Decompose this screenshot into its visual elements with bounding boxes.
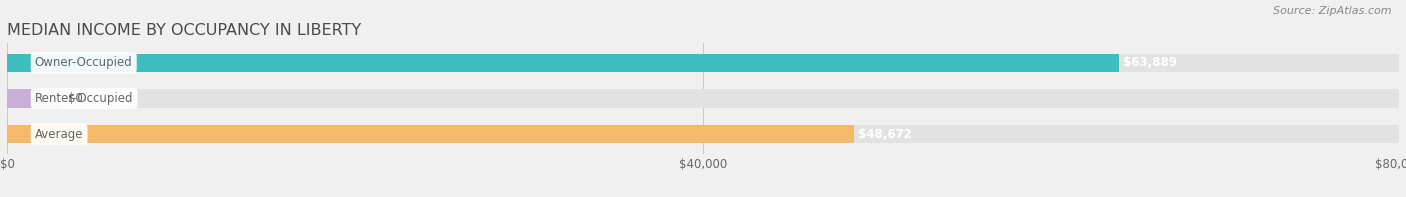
Bar [7, 89, 59, 108]
Text: MEDIAN INCOME BY OCCUPANCY IN LIBERTY: MEDIAN INCOME BY OCCUPANCY IN LIBERTY [7, 23, 361, 38]
Text: Owner-Occupied: Owner-Occupied [35, 56, 132, 69]
Bar [7, 54, 1399, 72]
Text: $48,672: $48,672 [853, 128, 911, 141]
Text: Renter-Occupied: Renter-Occupied [35, 92, 134, 105]
Bar [7, 125, 853, 143]
Text: Source: ZipAtlas.com: Source: ZipAtlas.com [1274, 6, 1392, 16]
Text: $0: $0 [67, 92, 83, 105]
Text: Average: Average [35, 128, 83, 141]
Bar [7, 54, 1119, 72]
Bar [7, 125, 1399, 143]
Bar [7, 89, 1399, 108]
Text: $63,889: $63,889 [1119, 56, 1177, 69]
